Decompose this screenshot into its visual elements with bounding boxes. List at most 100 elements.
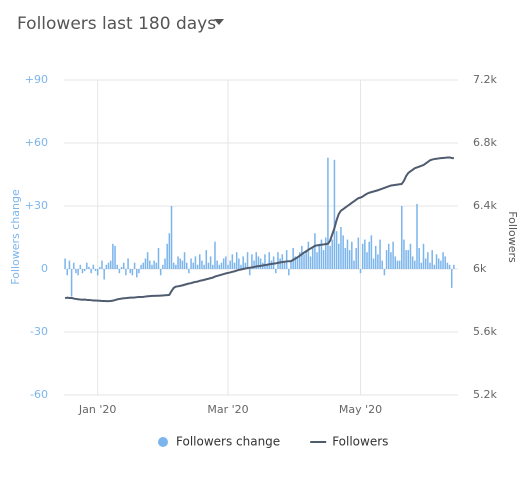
- bar: [383, 269, 386, 276]
- bar: [398, 260, 401, 269]
- bar: [172, 262, 175, 269]
- bar: [359, 269, 362, 274]
- y-tick-label: -60: [30, 388, 48, 401]
- bar: [231, 254, 234, 269]
- bar: [290, 260, 292, 269]
- y2-tick-label: 7.2k: [473, 73, 497, 86]
- bar: [322, 250, 325, 269]
- legend-label[interactable]: Followers: [332, 435, 388, 449]
- bar: [392, 241, 394, 269]
- bar: [424, 258, 427, 269]
- y2-tick-label: 6.8k: [473, 136, 497, 149]
- bar: [414, 260, 416, 269]
- bar: [411, 256, 414, 269]
- dropdown-caret[interactable]: [214, 19, 224, 25]
- bar: [440, 260, 442, 269]
- bar: [418, 248, 420, 269]
- y-tick-label: 0: [41, 262, 48, 275]
- bar: [209, 256, 212, 269]
- bar: [403, 239, 405, 269]
- bar: [86, 262, 88, 269]
- bar: [127, 258, 129, 269]
- bar: [227, 264, 229, 269]
- bar: [157, 248, 160, 269]
- legend-marker[interactable]: [158, 437, 168, 447]
- bar: [220, 262, 223, 269]
- bar: [196, 264, 199, 269]
- bar: [309, 256, 312, 269]
- legend-label[interactable]: Followers change: [176, 435, 280, 449]
- bar: [149, 260, 151, 269]
- bar: [355, 248, 357, 269]
- bar: [255, 252, 258, 269]
- bar: [450, 269, 453, 288]
- bar: [298, 252, 301, 269]
- bar: [75, 269, 77, 274]
- bar: [370, 235, 373, 269]
- bar: [320, 239, 323, 269]
- bar: [448, 264, 451, 269]
- bar: [177, 256, 179, 269]
- bar: [70, 269, 73, 297]
- bar: [333, 159, 336, 269]
- bar: [268, 252, 271, 269]
- bar: [353, 260, 355, 269]
- bar: [81, 269, 84, 274]
- x-tick-label: May '20: [339, 403, 382, 416]
- bar: [68, 260, 71, 269]
- bar: [203, 264, 205, 269]
- bar: [140, 264, 142, 269]
- bar: [66, 269, 69, 276]
- bar: [242, 256, 244, 269]
- bar: [90, 269, 92, 274]
- bar: [218, 264, 221, 269]
- bar: [381, 260, 383, 269]
- bar: [146, 252, 149, 269]
- bar: [253, 260, 255, 269]
- bar: [351, 241, 353, 269]
- bar: [153, 260, 155, 269]
- bar: [446, 262, 449, 269]
- bar: [279, 258, 281, 269]
- line: [64, 156, 455, 303]
- bar: [244, 262, 247, 269]
- bar: [311, 248, 314, 269]
- bar: [205, 250, 208, 269]
- bar: [275, 269, 277, 274]
- bar: [138, 269, 140, 274]
- bar: [420, 262, 423, 269]
- bar: [324, 237, 327, 269]
- bar: [109, 260, 112, 269]
- bar: [368, 241, 370, 269]
- bar: [175, 264, 177, 269]
- y-axis-title: Followers change: [9, 189, 22, 285]
- bar: [340, 227, 342, 269]
- bar: [379, 239, 381, 269]
- bar: [331, 239, 334, 269]
- chart-title[interactable]: Followers last 180 days: [17, 14, 216, 34]
- bar: [207, 262, 210, 269]
- bar: [453, 264, 455, 269]
- y2-tick-label: 5.2k: [473, 388, 497, 401]
- bar: [422, 243, 425, 269]
- bar: [183, 252, 186, 269]
- bar: [377, 254, 379, 269]
- bar: [301, 245, 303, 269]
- bar: [335, 231, 338, 269]
- x-tick-label: Jan '20: [78, 403, 116, 416]
- bar: [316, 252, 318, 269]
- bar: [155, 262, 158, 269]
- bar: [338, 243, 340, 269]
- bar: [409, 243, 412, 269]
- bar: [166, 243, 168, 269]
- bar: [120, 266, 123, 269]
- bar: [429, 262, 431, 269]
- title-dropdown[interactable]: Followers last 180 days: [17, 14, 224, 34]
- bar: [233, 262, 236, 269]
- bar: [329, 245, 331, 269]
- bar: [168, 233, 171, 269]
- bar: [427, 252, 429, 269]
- bar: [79, 264, 82, 269]
- bar: [94, 269, 97, 272]
- bar: [112, 243, 114, 269]
